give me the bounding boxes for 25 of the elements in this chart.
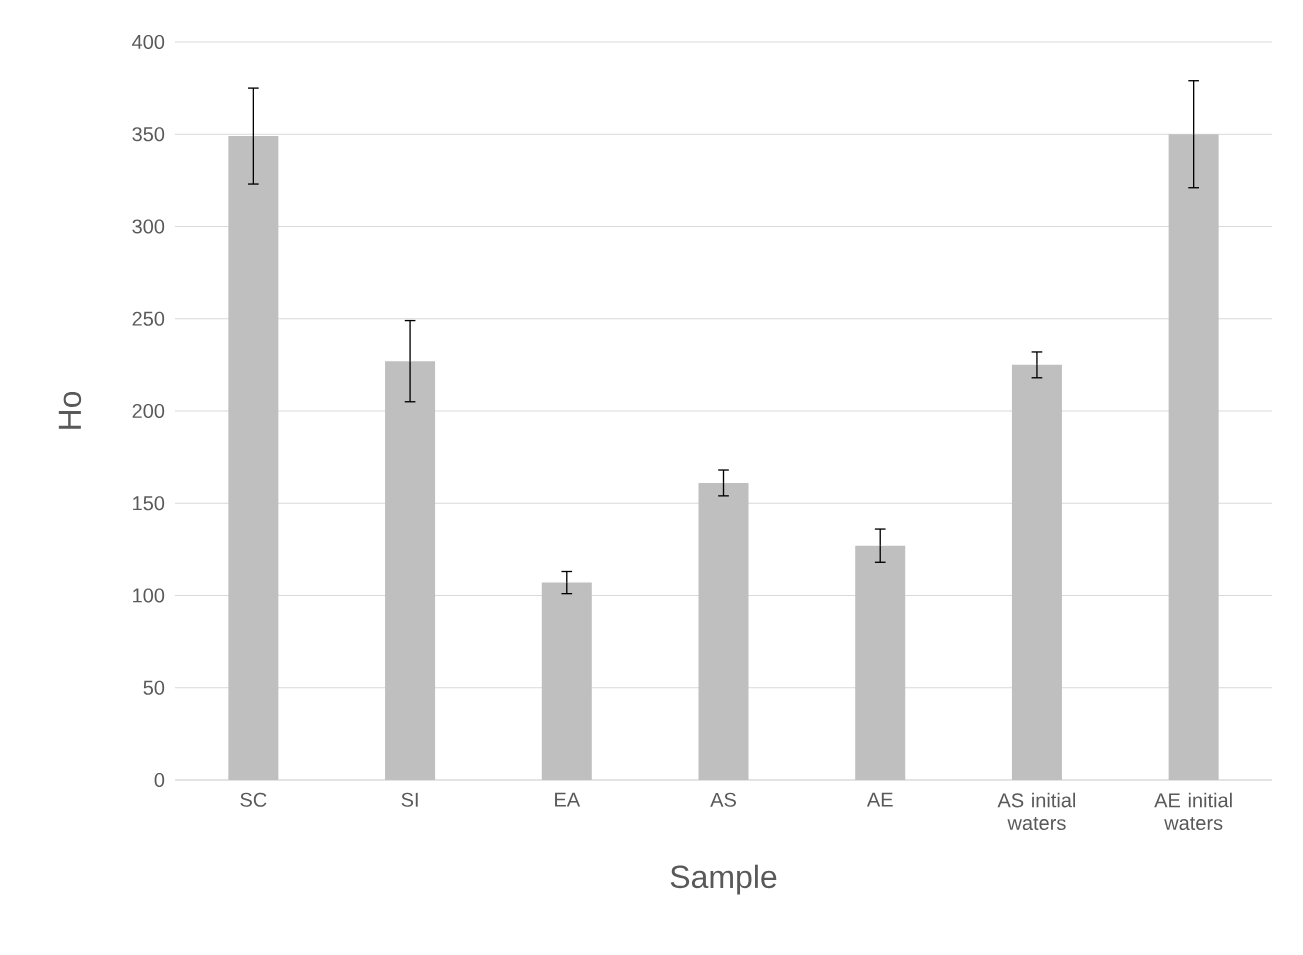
y-tick-label: 400 [132,34,165,50]
bar [385,361,436,780]
y-tick-label: 100 [133,588,165,603]
x-tick-label: AE initial waters [1154,792,1232,831]
y-tick-label: 200 [132,403,165,419]
y-tick-label: 350 [132,127,165,142]
bar [541,582,592,780]
bar [228,136,279,780]
bar [855,545,906,780]
bar [1011,364,1062,780]
bar [698,482,749,780]
x-tick-label: AS initial waters [997,792,1076,831]
x-tick-label: SI [401,792,418,807]
x-tick-label: AE [866,792,893,807]
y-tick-label: 50 [143,680,165,695]
y-axis-title: Ho [58,391,82,429]
x-tick-label: EA [555,792,581,807]
x-axis-title: Sample [670,864,777,895]
y-tick-label: 150 [133,496,165,511]
x-tick-label: SC [240,792,267,807]
x-tick-label: AS [710,792,736,807]
y-tick-label: 300 [132,219,165,234]
y-tick-label: 250 [132,311,165,326]
y-tick-label: 0 [154,772,165,788]
bar [1168,134,1219,780]
